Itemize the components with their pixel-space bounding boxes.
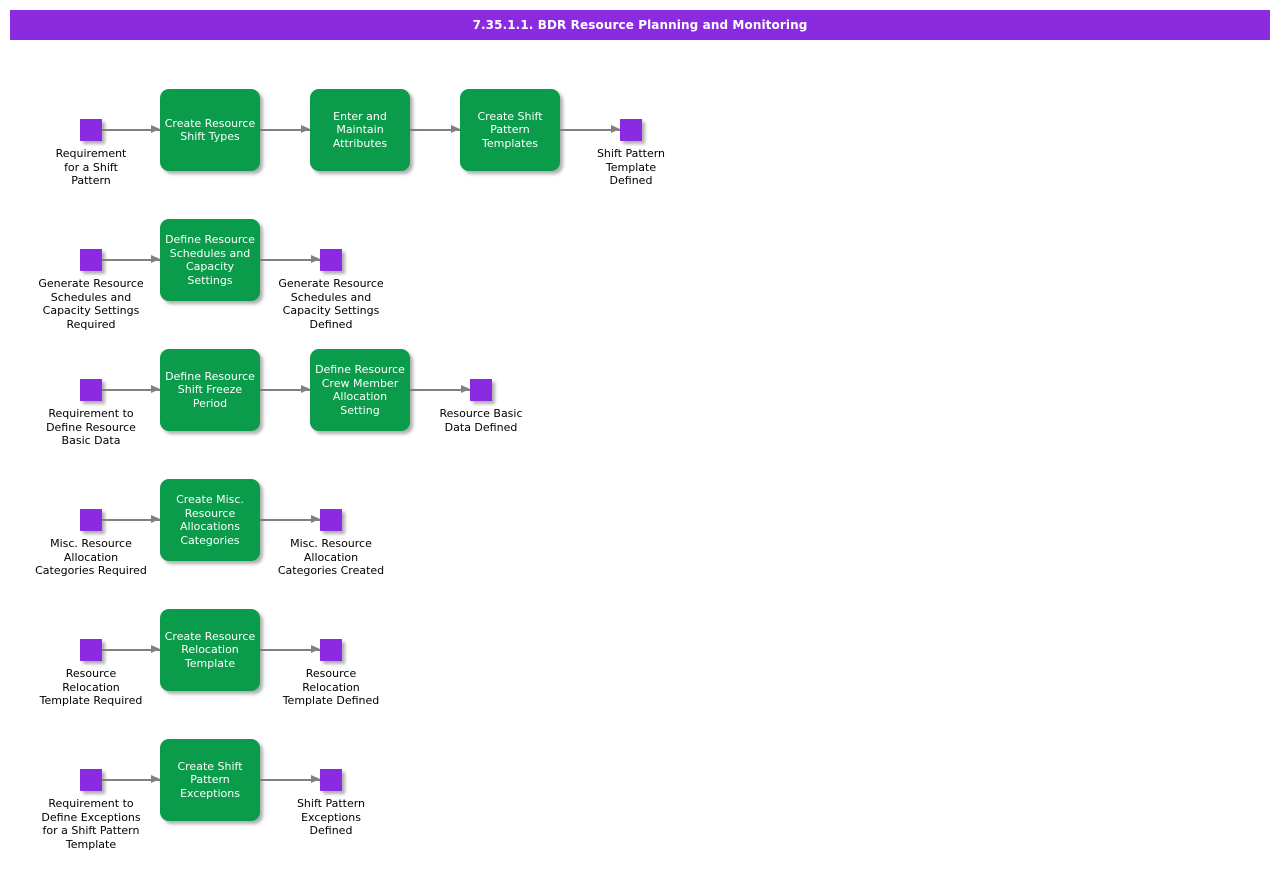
event-resource-relocation-template-required[interactable] [80,639,102,661]
label-resource-relocation-template-required: Resource Relocation Template Required [39,667,143,707]
flow-arrow [560,126,620,132]
task-create-shift-pattern-exceptions[interactable]: Create Shift Pattern Exceptions [160,739,260,821]
flow-arrow [260,126,310,132]
task-create-misc-resource-allocations-categories[interactable]: Create Misc. Resource Allocations Catego… [160,479,260,561]
label-generate-resource-schedules-defined: Generate Resource Schedules and Capacity… [278,277,384,331]
task-create-shift-pattern-templates[interactable]: Create Shift Pattern Templates [460,89,560,171]
task-define-resource-crew-member-allocation-setting[interactable]: Define Resource Crew Member Allocation S… [310,349,410,431]
task-create-resource-relocation-template[interactable]: Create Resource Relocation Template [160,609,260,691]
flow-arrow [260,646,320,652]
flow-arrow [260,386,310,392]
label-resource-relocation-template-defined: Resource Relocation Template Defined [282,667,380,707]
event-generate-resource-schedules-required[interactable] [80,249,102,271]
flow-arrow [102,386,160,392]
flow-arrow [102,776,160,782]
event-requirement-to-define-resource-basic-data[interactable] [80,379,102,401]
flow-arrow [102,646,160,652]
task-create-resource-shift-types[interactable]: Create Resource Shift Types [160,89,260,171]
label-requirement-for-a-shift-pattern: Requirement for a Shift Pattern [55,147,127,187]
event-resource-basic-data-defined[interactable] [470,379,492,401]
label-resource-basic-data-defined: Resource Basic Data Defined [439,407,523,434]
task-define-resource-schedules-and-capacity-settings[interactable]: Define Resource Schedules and Capacity S… [160,219,260,301]
label-requirement-to-define-resource-basic-data: Requirement to Define Resource Basic Dat… [46,407,136,447]
label-misc-resource-allocation-categories-required: Misc. Resource Allocation Categories Req… [35,537,147,577]
flow-arrow [410,386,470,392]
label-shift-pattern-template-defined: Shift Pattern Template Defined [596,147,666,187]
label-requirement-to-define-exceptions-for-shift-pattern-template: Requirement to Define Exceptions for a S… [41,797,141,851]
event-shift-pattern-template-defined[interactable] [620,119,642,141]
label-generate-resource-schedules-required: Generate Resource Schedules and Capacity… [38,277,144,331]
diagram-title-bar: 7.35.1.1. BDR Resource Planning and Moni… [10,10,1270,40]
page-title: 7.35.1.1. BDR Resource Planning and Moni… [472,18,808,32]
flow-arrow [260,256,320,262]
label-shift-pattern-exceptions-defined: Shift Pattern Exceptions Defined [296,797,366,837]
flow-arrow [260,776,320,782]
flow-arrow [102,516,160,522]
flow-arrow [102,126,160,132]
event-misc-resource-allocation-categories-required[interactable] [80,509,102,531]
event-generate-resource-schedules-defined[interactable] [320,249,342,271]
event-requirement-to-define-exceptions-for-shift-pattern-template[interactable] [80,769,102,791]
label-misc-resource-allocation-categories-created: Misc. Resource Allocation Categories Cre… [277,537,385,577]
flow-arrow [410,126,460,132]
task-enter-and-maintain-attributes[interactable]: Enter and Maintain Attributes [310,89,410,171]
task-define-resource-shift-freeze-period[interactable]: Define Resource Shift Freeze Period [160,349,260,431]
event-shift-pattern-exceptions-defined[interactable] [320,769,342,791]
event-resource-relocation-template-defined[interactable] [320,639,342,661]
flow-arrow [260,516,320,522]
event-requirement-for-a-shift-pattern[interactable] [80,119,102,141]
flow-arrow [102,256,160,262]
event-misc-resource-allocation-categories-created[interactable] [320,509,342,531]
